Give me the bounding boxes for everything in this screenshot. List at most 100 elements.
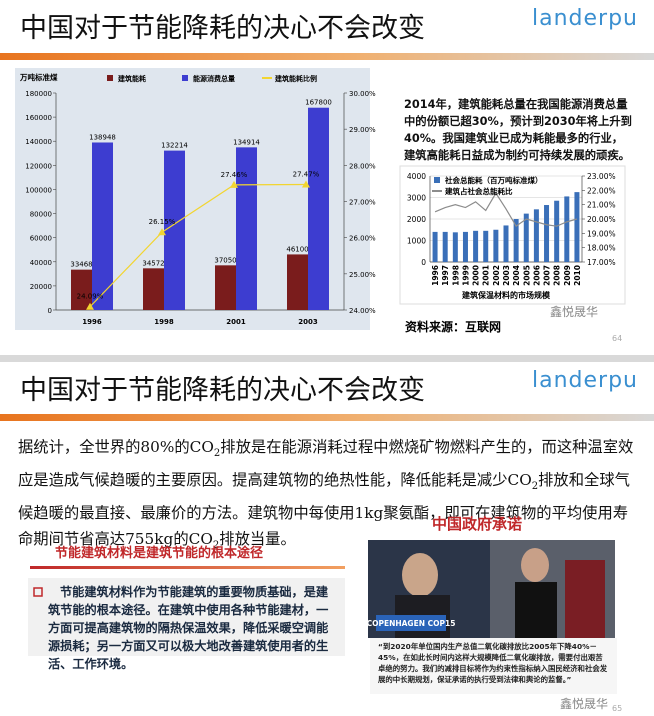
y-tick-label: 180000 xyxy=(25,90,52,98)
y2-tick-label: 22.00% xyxy=(587,186,616,195)
source: 资料来源：互联网 xyxy=(405,320,502,334)
bar xyxy=(92,142,113,310)
legend-label: 建筑能耗 xyxy=(118,74,146,83)
bar xyxy=(574,192,580,262)
y2-tick-label: 24.00% xyxy=(349,307,376,315)
value-label: 46100 xyxy=(286,245,308,253)
y2-tick-label: 23.00% xyxy=(587,172,616,181)
y2-tick-label: 27.00% xyxy=(349,199,376,207)
bar xyxy=(513,219,519,262)
y2-tick-label: 18.00% xyxy=(587,244,616,253)
bar xyxy=(432,231,438,262)
y-tick-label: 140000 xyxy=(25,138,52,146)
bar xyxy=(215,265,236,310)
text-run: 排放是在能源消耗过程中燃烧矿物燃料产生的，而这种温室效应是造成气候趋暖的主要原因… xyxy=(18,438,634,490)
slide-title: 中国对于节能降耗的决心不会改变 xyxy=(20,13,425,44)
value-label: 33468 xyxy=(70,261,92,269)
y2-tick-label: 29.00% xyxy=(349,126,376,134)
x-tick-label: 2007 xyxy=(543,265,552,286)
bar xyxy=(462,231,468,262)
x-tick-label: 2002 xyxy=(492,265,501,286)
y2-tick-label: 17.00% xyxy=(587,258,616,267)
heading-rule xyxy=(30,566,345,569)
bar xyxy=(236,147,257,310)
legend-label: 建筑能耗比例 xyxy=(275,74,317,83)
logo: landerpu xyxy=(532,6,638,31)
section-heading: 节能建筑材料是建筑节能的根本途径 xyxy=(55,546,264,561)
bar xyxy=(533,209,539,262)
marker xyxy=(86,302,94,310)
bar xyxy=(143,268,164,310)
legend-label: 社会总能耗（百万吨标准煤） xyxy=(444,175,543,185)
x-tick-label: 1999 xyxy=(461,265,470,286)
line xyxy=(434,192,578,228)
caption-box xyxy=(370,638,617,694)
slide-separator xyxy=(0,355,654,362)
y-tick-label: 3000 xyxy=(407,194,426,203)
x-tick-label: 2006 xyxy=(532,265,541,286)
subscript: 2 xyxy=(531,481,539,493)
bar xyxy=(544,205,550,262)
value-label: 24.09% xyxy=(77,293,104,301)
legend-swatch xyxy=(434,177,440,183)
text-block: 2014年，建筑能耗总量在我国能源消费总量中的份额已超30%，预计到2030年将… xyxy=(404,98,632,162)
y2-tick-label: 20.00% xyxy=(587,215,616,224)
bar xyxy=(452,232,458,262)
y-tick-label: 20000 xyxy=(30,283,52,291)
logo: landerpu xyxy=(532,368,638,393)
x-tick-label: 2001 xyxy=(226,318,246,326)
photo-figure xyxy=(402,553,438,597)
y-tick-label: 2000 xyxy=(407,215,426,224)
photo-figure xyxy=(565,560,605,638)
legend-label: 建筑占社会总能耗比 xyxy=(444,186,513,196)
watermark: 鑫悦晟华 xyxy=(550,305,599,319)
page-number: 64 xyxy=(612,334,623,343)
y2-tick-label: 28.00% xyxy=(349,162,376,170)
slide-title: 中国对于节能降耗的决心不会改变 xyxy=(20,375,425,406)
caption: “到2020年单位国内生产总值二氧化碳排放比2005年下降40%－45%，在如此… xyxy=(378,642,608,684)
bar xyxy=(308,107,329,310)
bar xyxy=(164,150,185,310)
value-label: 132214 xyxy=(161,142,188,150)
photo-badge xyxy=(376,615,446,631)
legend-swatch xyxy=(182,75,188,81)
bar xyxy=(287,254,308,310)
x-tick-label: 2000 xyxy=(472,265,481,286)
legend-swatch xyxy=(107,75,113,81)
photo-figure xyxy=(515,582,557,638)
value-label: 27.47% xyxy=(293,171,320,179)
text-run: 据统计，全世界的80%的CO xyxy=(18,438,214,456)
y2-tick-label: 30.00% xyxy=(349,90,376,98)
x-tick-label: 2009 xyxy=(563,265,572,286)
bar xyxy=(523,213,529,262)
photo-heading: 中国政府承诺 xyxy=(432,515,523,533)
value-label: 26.15% xyxy=(149,218,176,226)
bar xyxy=(473,230,479,262)
bullet xyxy=(33,587,43,597)
value-label: 167800 xyxy=(305,99,332,107)
paragraph: 据统计，全世界的80%的CO 2排放是在能源消耗过程中燃烧矿物燃料产生的，而这种温… xyxy=(18,434,642,559)
value-label: 37050 xyxy=(214,256,236,264)
y-tick-label: 0 xyxy=(48,307,52,315)
x-tick-label: 2004 xyxy=(512,265,521,286)
y2-tick-label: 26.00% xyxy=(349,235,376,243)
bar xyxy=(483,230,489,262)
x-tick-label: 1996 xyxy=(82,318,102,326)
x-tick-label: 1997 xyxy=(441,265,450,286)
y-tick-label: 0 xyxy=(421,258,426,267)
y-tick-label: 1000 xyxy=(407,237,426,246)
bar xyxy=(503,225,509,262)
y2-tick-label: 19.00% xyxy=(587,229,616,238)
x-tick-label: 1998 xyxy=(451,265,460,286)
value-label: 34572 xyxy=(142,259,164,267)
bar xyxy=(493,229,499,262)
x-tick-label: 2003 xyxy=(502,265,511,286)
x-tick-label: 2010 xyxy=(573,265,582,286)
value-label: 27.46% xyxy=(221,171,248,179)
bullet-text: 节能建筑材料作为节能建筑的重要物质基础，是建筑节能的根本途径。在建筑中使用各种节… xyxy=(48,585,329,671)
marker xyxy=(158,228,166,236)
chart-title: 建筑保温材料的市场规模 xyxy=(461,290,551,300)
x-tick-label: 2008 xyxy=(553,265,562,286)
